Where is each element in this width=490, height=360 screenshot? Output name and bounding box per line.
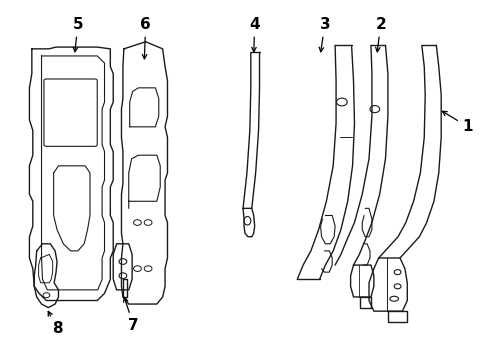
Text: 1: 1 <box>442 111 473 134</box>
Text: 4: 4 <box>249 17 260 52</box>
Text: 2: 2 <box>375 17 386 52</box>
Text: 7: 7 <box>123 297 139 333</box>
Text: 5: 5 <box>73 17 83 52</box>
Text: 8: 8 <box>48 311 62 336</box>
Text: 3: 3 <box>319 17 330 52</box>
Text: 6: 6 <box>140 17 151 59</box>
